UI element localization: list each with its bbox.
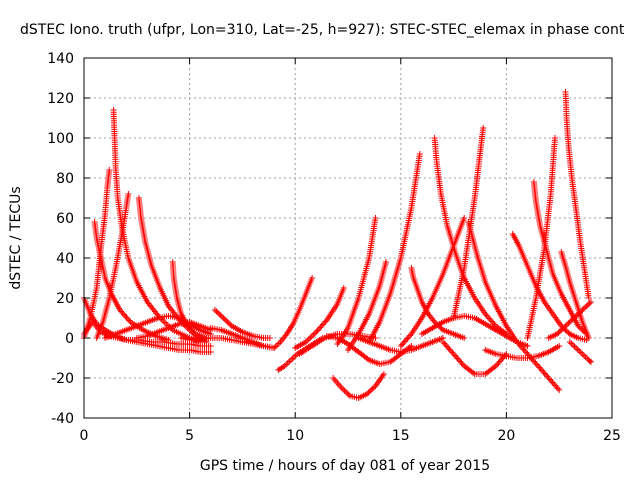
x-tick-label: 5: [185, 428, 194, 444]
data-series: [431, 135, 510, 337]
y-axis-ticks: -40 -20 0 20 40 60 80 100 120 140: [47, 51, 612, 427]
data-series: [440, 339, 510, 377]
plot-frame: [83, 57, 613, 419]
data-point-markers: [81, 167, 113, 341]
x-tick-label: 10: [286, 428, 304, 444]
data-series: [558, 249, 592, 341]
y-tick-label: 80: [56, 171, 74, 187]
data-series: [93, 191, 132, 341]
y-tick-label: 120: [47, 91, 74, 107]
data-series: [292, 285, 347, 351]
y-tick-label: 60: [56, 211, 74, 227]
data-point-markers: [366, 151, 423, 345]
x-tick-label: 15: [392, 428, 410, 444]
y-tick-label: -40: [51, 411, 74, 427]
data-series: [81, 167, 113, 341]
data-series: [366, 151, 423, 345]
y-tick-label: 40: [56, 251, 74, 267]
data-series: [334, 215, 379, 347]
data-point-markers: [440, 339, 510, 377]
y-tick-label: 100: [47, 131, 74, 147]
data-series: [355, 335, 446, 355]
grid: [84, 58, 612, 418]
data-series: [211, 307, 273, 341]
x-tick-label: 0: [80, 428, 89, 444]
data-series: [133, 319, 214, 341]
data-series: [330, 371, 387, 401]
data-series: [178, 335, 278, 351]
data-series: [345, 259, 389, 353]
y-tick-label: -20: [51, 371, 74, 387]
y-tick-label: 20: [56, 291, 74, 307]
data-series: [530, 179, 590, 337]
x-tick-label: 25: [603, 428, 621, 444]
x-tick-label: 20: [497, 428, 515, 444]
x-axis-label: GPS time / hours of day 081 of year 2015: [200, 458, 490, 474]
data-series: [482, 343, 563, 361]
data-point-markers: [334, 215, 379, 347]
x-axis-ticks: 0 5 10 15 20 25: [80, 58, 621, 444]
y-axis-label: dSTEC / TECUs: [8, 186, 24, 289]
data-point-markers: [566, 339, 594, 365]
chart-title: dSTEC Iono. truth (ufpr, Lon=310, Lat=-2…: [20, 22, 625, 38]
y-tick-label: 140: [47, 51, 74, 67]
data-points: [81, 89, 594, 401]
data-series: [524, 135, 558, 341]
data-series: [566, 339, 594, 365]
data-series: [271, 275, 316, 351]
data-point-markers: [330, 371, 387, 401]
data-series: [562, 89, 592, 301]
y-tick-label: 0: [65, 331, 74, 347]
